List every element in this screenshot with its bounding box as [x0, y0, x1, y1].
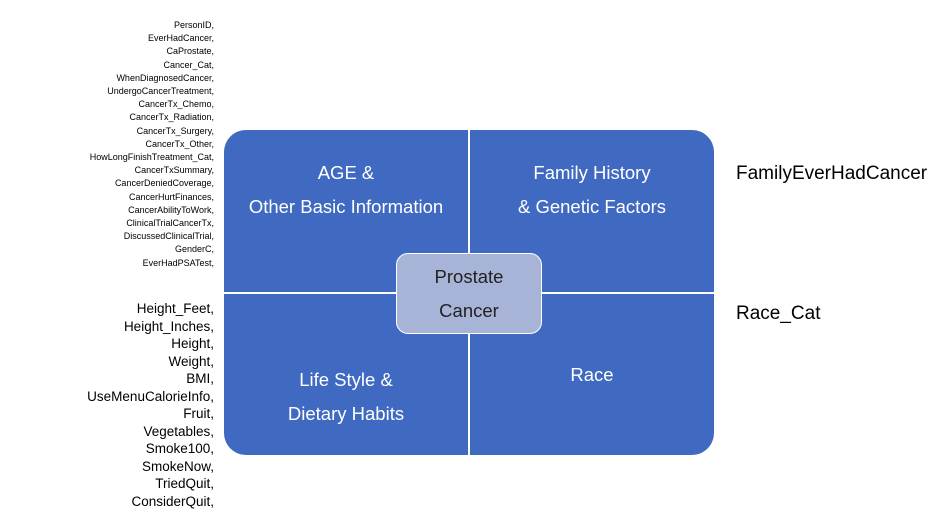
quadrant-race: Race [470, 294, 714, 455]
basic-variable-item: Cancer_Cat, [163, 59, 214, 70]
basic-variable-item: CancerTx_Surgery, [136, 125, 214, 136]
basic-variable-item: WhenDiagnosedCancer, [116, 72, 214, 83]
basic-variable-item: ClinicalTrialCancerTx, [126, 218, 214, 229]
basic-variable-item: UndergoCancerTreatment, [107, 86, 214, 97]
quadrant-age: AGE & Other Basic Information [224, 130, 468, 292]
quadrant-lifestyle-line1: Life Style & [299, 369, 393, 390]
basic-variables-list: PersonID, EverHadCancer, CaProstate, Cancer… [90, 19, 214, 270]
basic-variable-item: CancerHurtFinances, [128, 191, 214, 202]
basic-variable-item: EverHadCancer, [147, 33, 214, 44]
quadrant-lifestyle: Life Style & Dietary Habits [224, 294, 468, 455]
lifestyle-variable-item: BMI, [186, 371, 214, 386]
lifestyle-variable-item: Smoke100, [145, 441, 214, 456]
basic-variable-item: CancerTxSummary, [134, 165, 214, 176]
lifestyle-variable-item: Height, [171, 336, 214, 351]
quadrant-age-line2: Other Basic Information [248, 196, 444, 217]
lifestyle-variables-list: Height_Feet, Height_Inches, Height, Weight,… [87, 300, 214, 510]
center-line1: Prostate [434, 265, 504, 287]
quadrant-race-line1: Race [570, 364, 614, 385]
quadrant-lifestyle-line2: Dietary Habits [287, 403, 405, 424]
quadrant-age-line1: AGE & [317, 162, 375, 183]
center-prostate-cancer-box: Prostate Cancer [396, 253, 542, 334]
basic-variable-item: CancerTx_Chemo, [138, 99, 214, 110]
lifestyle-variable-item: Weight, [168, 353, 214, 369]
basic-variable-item: EverHadPSATest, [142, 257, 214, 268]
basic-variable-item: PersonID, [173, 20, 214, 30]
basic-variable-item: DiscussedClinicalTrial, [123, 231, 214, 242]
lifestyle-variable-item: TriedQuit, [155, 476, 214, 491]
quadrant-family-history: Family History & Genetic Factors [470, 130, 714, 292]
lifestyle-variable-item: UseMenuCalorieInfo, [87, 388, 214, 404]
family-variable-label: FamilyEverHadCancer [736, 163, 928, 184]
quadrant-family-line1: Family History [533, 162, 651, 183]
lifestyle-variable-item: Fruit, [183, 406, 214, 421]
basic-variable-item: CancerTx_Other, [145, 138, 214, 149]
basic-variable-item: CancerDeniedCoverage, [114, 178, 214, 189]
race-variable-label: Race_Cat [736, 303, 821, 324]
basic-variable-item: CancerAbilityToWork, [128, 204, 214, 215]
quadrant-family-line2: & Genetic Factors [517, 196, 667, 217]
basic-variable-item: CaProstate, [166, 46, 214, 57]
lifestyle-variable-item: Height_Inches, [123, 318, 214, 334]
lifestyle-variable-item: ConsiderQuit, [131, 493, 214, 509]
basic-variable-item: CancerTx_Radiation, [129, 112, 214, 123]
center-line2: Cancer [439, 299, 499, 321]
lifestyle-variable-item: Height_Feet, [136, 301, 214, 316]
lifestyle-variable-item: Vegetables, [143, 423, 214, 439]
basic-variable-item: HowLongFinishTreatment_Cat, [89, 152, 214, 163]
category-grid: AGE & Other Basic Information Family His… [224, 130, 714, 455]
basic-variable-item: GenderC, [174, 244, 214, 255]
lifestyle-variable-item: SmokeNow, [141, 458, 214, 474]
